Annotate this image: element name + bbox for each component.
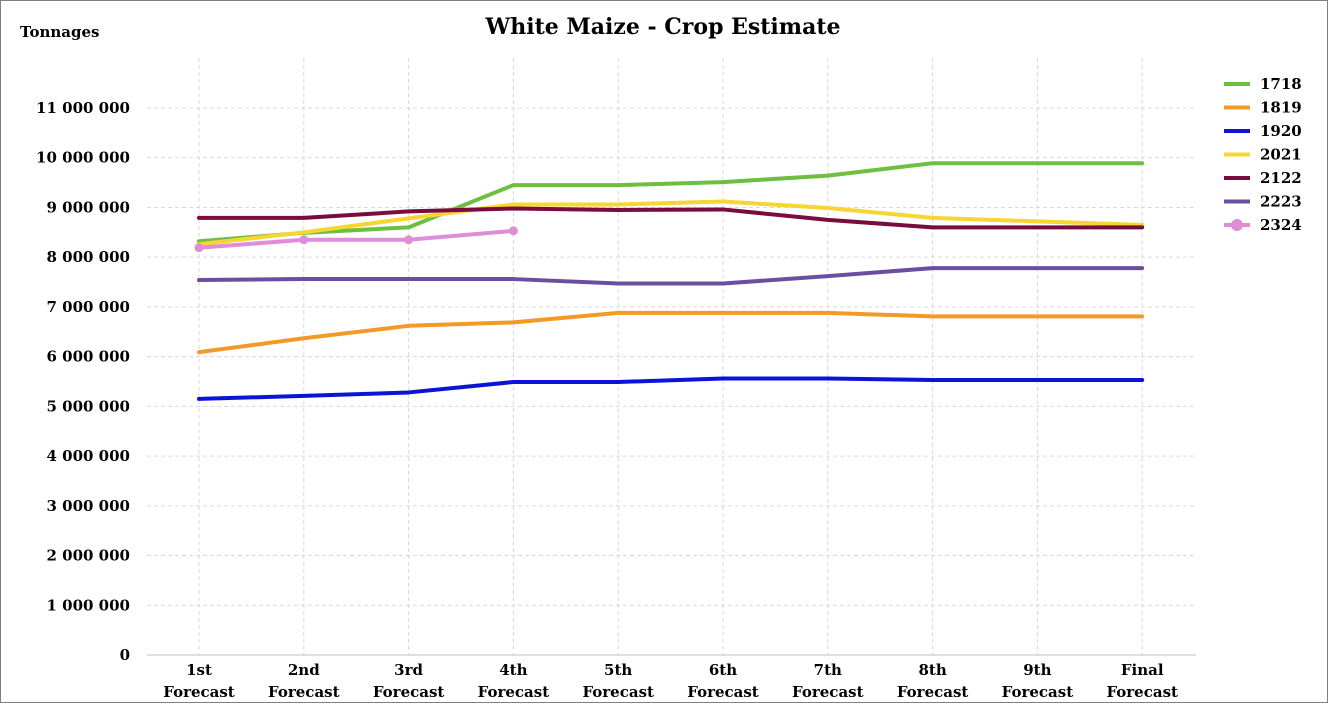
y-tick-label: 9 000 000 (46, 198, 130, 216)
y-tick-label: 8 000 000 (46, 248, 130, 266)
x-tick-label: 2nd (288, 661, 320, 679)
x-tick-label: 5th (604, 661, 632, 679)
legend-marker-2324 (1231, 219, 1243, 231)
y-tick-label: 1 000 000 (46, 596, 130, 614)
legend-label: 1718 (1260, 75, 1302, 93)
data-point-2324 (404, 235, 414, 245)
y-axis-label: Tonnages (20, 23, 99, 41)
y-tick-label: 5 000 000 (46, 397, 130, 415)
series-line-2021 (197, 199, 1145, 247)
y-tick-label: 6 000 000 (46, 348, 130, 366)
x-tick-label: Forecast (1106, 683, 1178, 701)
x-tick-label: 9th (1023, 661, 1051, 679)
legend: 1718 1819 1920 2021 2122 2223 2324 (1224, 75, 1302, 234)
x-tick-label: Forecast (268, 683, 340, 701)
chart-title: White Maize - Crop Estimate (485, 14, 841, 40)
x-tick-label: Forecast (582, 683, 654, 701)
x-tick-label: 4th (499, 661, 527, 679)
x-tick-label: 1st (186, 661, 212, 679)
x-tick-label: Forecast (478, 683, 550, 701)
x-tick-label: Forecast (1002, 683, 1074, 701)
x-tick-label: 8th (918, 661, 946, 679)
legend-label: 1920 (1260, 122, 1302, 140)
y-tick-label: 4 000 000 (46, 447, 130, 465)
legend-label: 2223 (1260, 193, 1302, 211)
x-tick-label: 3rd (394, 661, 423, 679)
x-tick-label: Final (1121, 661, 1164, 679)
series-lines (194, 161, 1145, 401)
y-tick-label: 0 (120, 646, 130, 664)
series-line-1920 (197, 376, 1145, 401)
x-tick-label: Forecast (373, 683, 445, 701)
y-axis-ticks: 0 1 000 000 2 000 000 3 000 000 4 000 000 5 0… (36, 99, 130, 664)
y-tick-label: 7 000 000 (46, 298, 130, 316)
x-tick-label: Forecast (792, 683, 864, 701)
x-tick-label: 6th (709, 661, 737, 679)
series-line-1718 (197, 161, 1145, 244)
data-point-2324 (299, 235, 309, 245)
series-line-2122 (197, 206, 1145, 230)
x-tick-label: 7th (814, 661, 842, 679)
x-tick-label: Forecast (687, 683, 759, 701)
y-tick-label: 10 000 000 (36, 149, 130, 167)
y-tick-label: 2 000 000 (46, 547, 130, 565)
series-line-1819 (197, 310, 1145, 355)
legend-label: 2021 (1260, 146, 1302, 164)
data-point-2324 (194, 243, 204, 253)
x-tick-label: Forecast (163, 683, 235, 701)
y-tick-label: 11 000 000 (36, 99, 130, 117)
series-line-2223 (197, 266, 1145, 286)
legend-label: 2324 (1260, 216, 1302, 234)
legend-label: 2122 (1260, 169, 1302, 187)
gridlines (147, 58, 1196, 655)
x-axis-ticks: 1st Forecast 2nd Forecast 3rd Forecast 4th Fore… (163, 661, 1178, 701)
y-tick-label: 3 000 000 (46, 497, 130, 515)
data-point-2324 (508, 226, 518, 236)
series-line-2324 (197, 228, 516, 250)
legend-label: 1819 (1260, 99, 1302, 117)
x-tick-label: Forecast (897, 683, 969, 701)
